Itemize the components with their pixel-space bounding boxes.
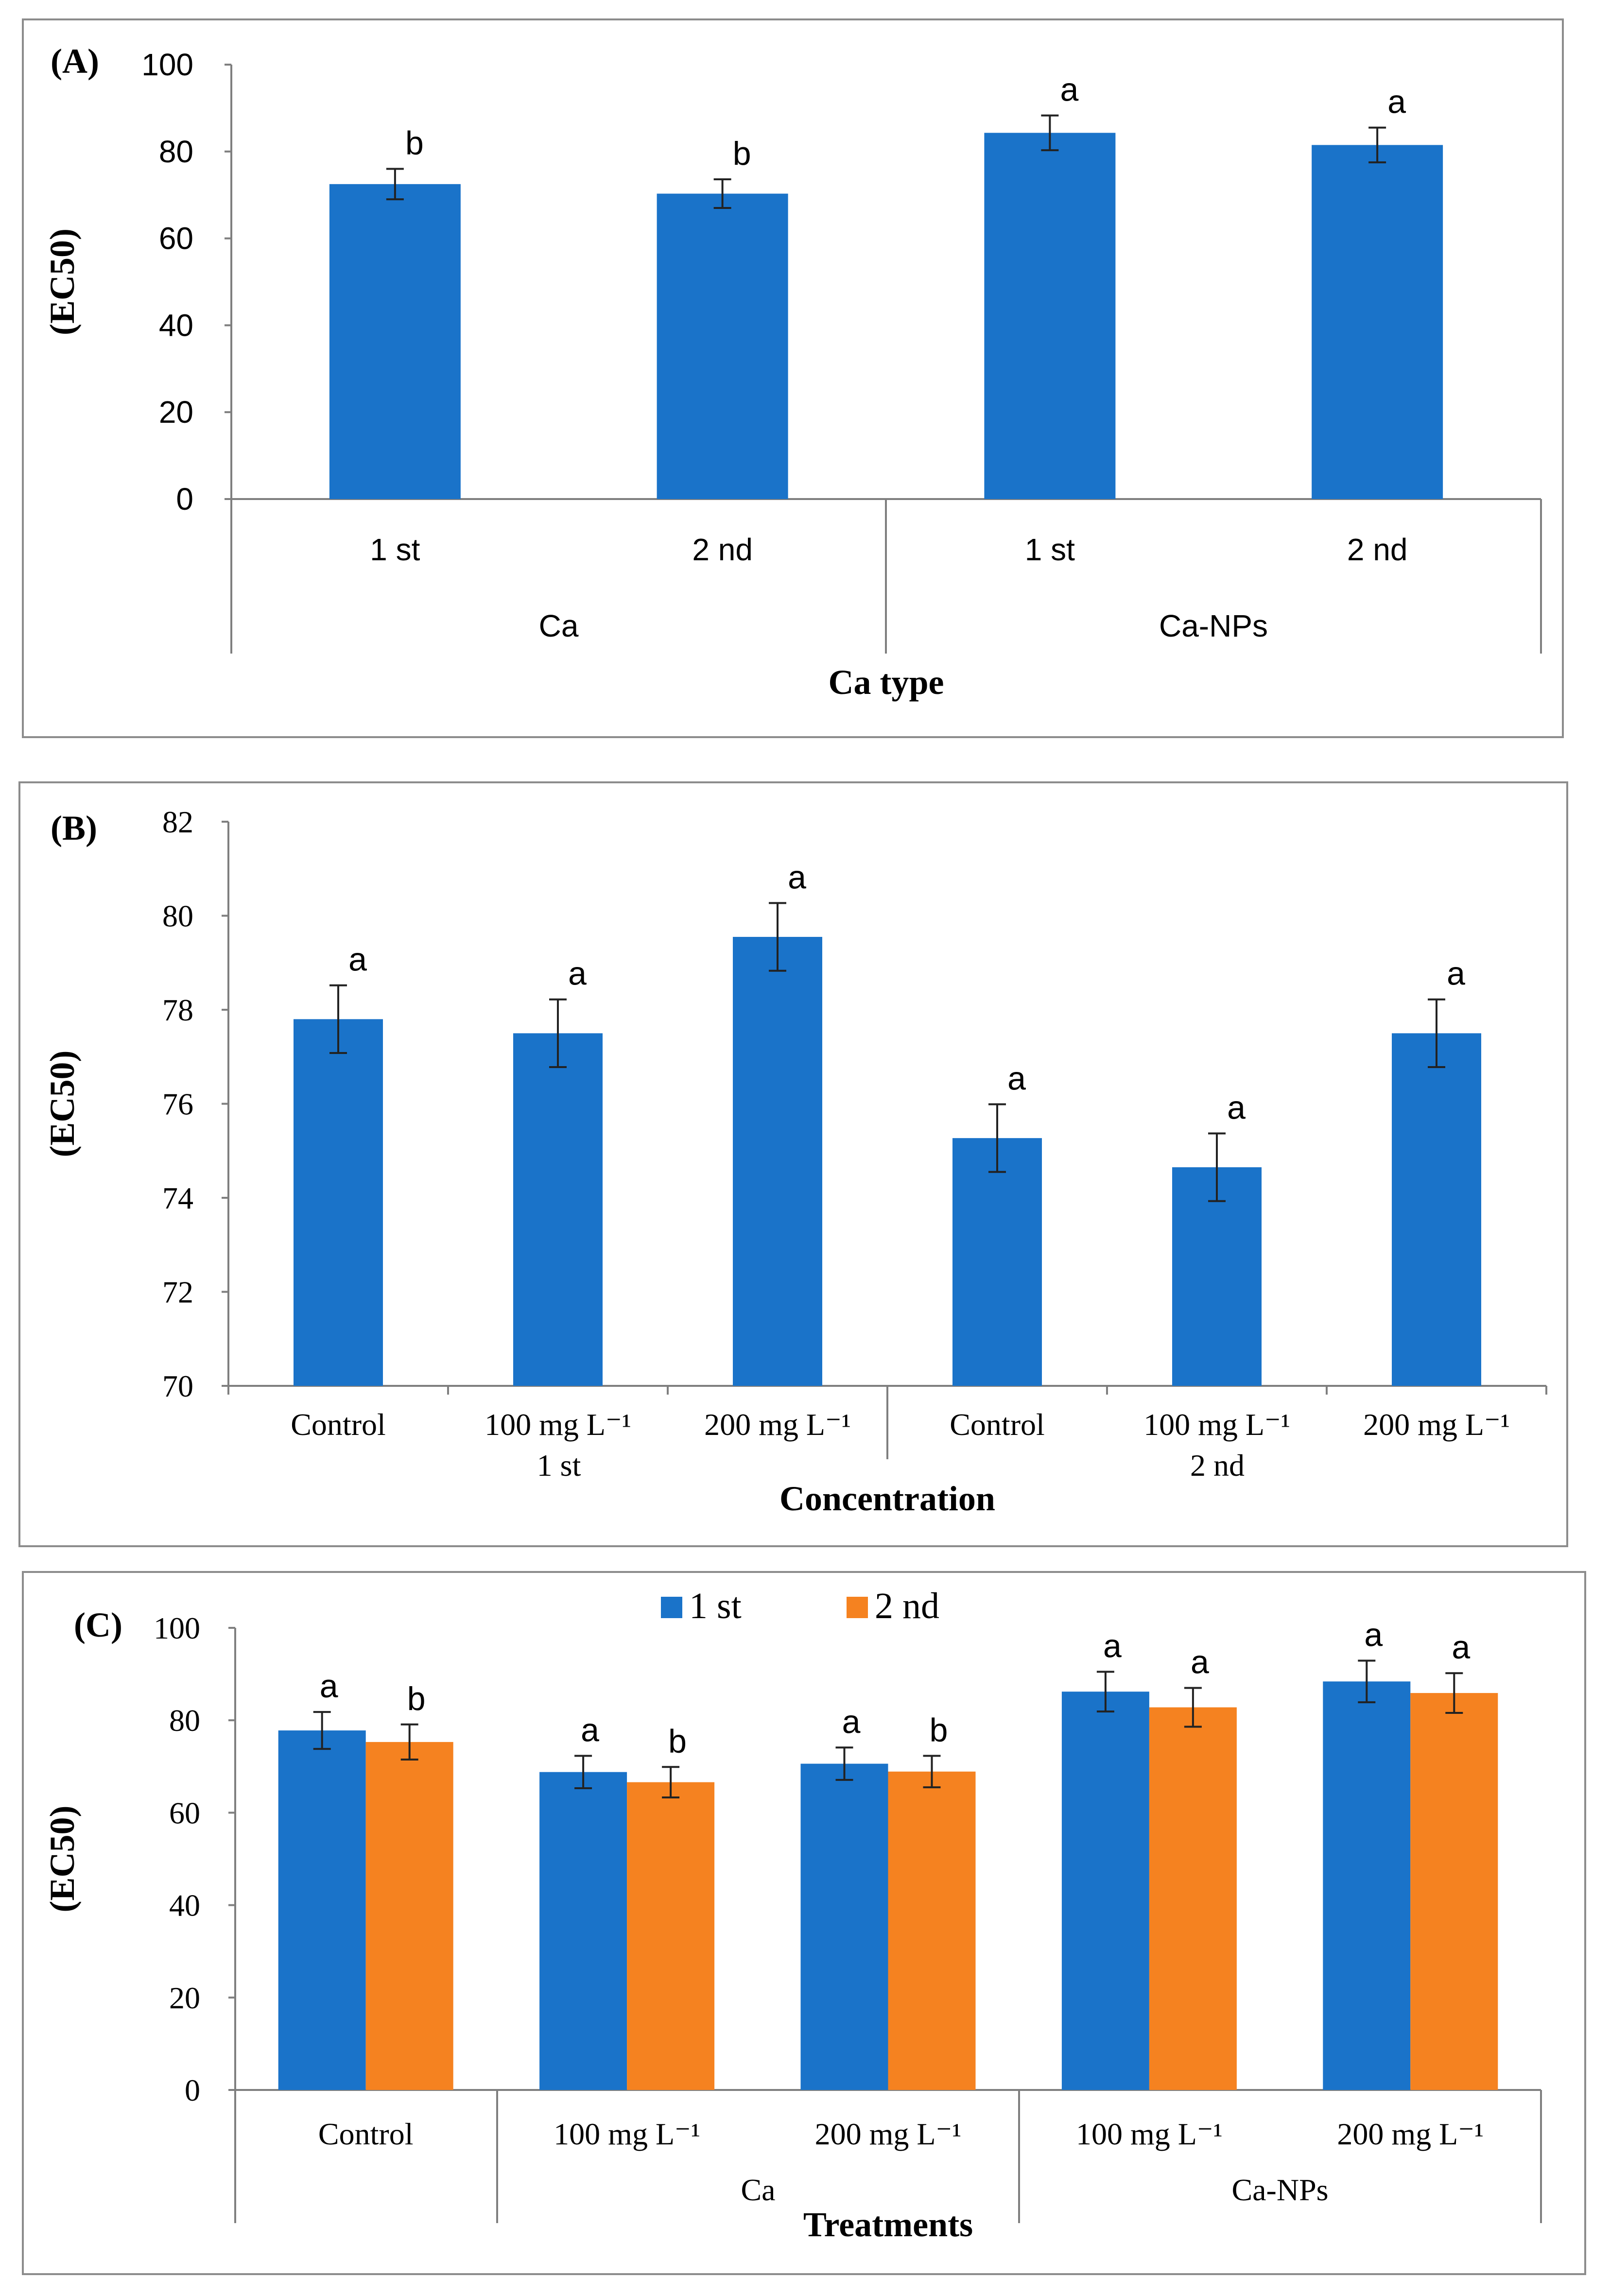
bar: [1323, 1681, 1411, 2090]
significance-letter: a: [348, 941, 367, 978]
x-tick-label: 200 mg L⁻¹: [1363, 1407, 1510, 1442]
group-label: 1 st: [537, 1448, 581, 1483]
bar: [627, 1782, 715, 2090]
bar: [984, 133, 1116, 499]
significance-letter: a: [1007, 1060, 1026, 1097]
y-tick-label: 0: [185, 2073, 200, 2107]
y-axis-label: (EC50): [43, 228, 82, 335]
significance-letter: a: [1227, 1089, 1246, 1126]
bar: [513, 1033, 603, 1386]
bar: [657, 193, 788, 499]
y-tick-label: 60: [159, 221, 193, 256]
y-tick-label: 0: [176, 482, 193, 517]
panel-label: (B): [51, 809, 97, 847]
panel-label: (C): [74, 1605, 122, 1644]
panel-frame: [22, 1571, 1586, 2275]
x-tick-label: 100 mg L⁻¹: [1076, 2117, 1223, 2151]
bar: [733, 937, 822, 1386]
x-tick-label: 1 st: [1025, 532, 1075, 567]
legend-label: 1 st: [689, 1586, 742, 1626]
bar: [800, 1763, 888, 2090]
y-tick-label: 20: [169, 1981, 200, 2015]
bar: [1312, 145, 1443, 499]
y-tick-label: 80: [159, 134, 193, 169]
y-tick-label: 72: [162, 1275, 193, 1310]
bar: [1410, 1693, 1498, 2090]
bar: [539, 1772, 627, 2090]
group-label: Ca-NPs: [1231, 2173, 1328, 2207]
panel-label: (A): [51, 42, 99, 81]
y-tick-label: 76: [162, 1087, 193, 1122]
significance-letter: a: [1191, 1644, 1209, 1681]
bar: [1392, 1033, 1481, 1386]
significance-letter: a: [842, 1703, 861, 1740]
x-tick-label: 2 nd: [692, 532, 753, 567]
y-tick-label: 100: [141, 47, 193, 82]
bar: [1172, 1167, 1262, 1386]
panel-frame: [22, 18, 1564, 738]
legend-swatch: [847, 1597, 868, 1618]
x-tick-label: Control: [291, 1407, 386, 1442]
significance-letter: b: [405, 125, 424, 162]
x-tick-label: 200 mg L⁻¹: [815, 2117, 962, 2151]
y-tick-label: 20: [159, 395, 193, 430]
y-axis-label: (EC50): [43, 1051, 82, 1157]
significance-letter: a: [1387, 84, 1406, 121]
y-tick-label: 80: [162, 899, 193, 933]
bar: [888, 1771, 976, 2090]
x-tick-label: 100 mg L⁻¹: [554, 2117, 700, 2151]
y-tick-label: 80: [169, 1703, 200, 1738]
significance-letter: a: [581, 1711, 599, 1748]
y-tick-label: 82: [162, 805, 193, 839]
panel-frame: [18, 781, 1568, 1547]
x-tick-label: 2 nd: [1347, 532, 1408, 567]
y-tick-label: 40: [169, 1888, 200, 1923]
significance-letter: a: [1452, 1629, 1470, 1666]
bar: [294, 1019, 383, 1386]
x-tick-label: Control: [318, 2117, 414, 2151]
y-axis-label: (EC50): [43, 1806, 82, 1913]
significance-letter: b: [407, 1680, 426, 1717]
x-axis-label: Treatments: [803, 2205, 973, 2244]
significance-letter: a: [788, 859, 806, 896]
x-tick-label: Control: [950, 1407, 1045, 1442]
significance-letter: b: [668, 1723, 687, 1760]
significance-letter: a: [1103, 1627, 1122, 1664]
significance-letter: b: [930, 1711, 948, 1748]
y-tick-label: 40: [159, 308, 193, 343]
legend-swatch: [661, 1597, 682, 1618]
significance-letter: a: [1364, 1617, 1383, 1654]
group-label: Ca-NPs: [1159, 608, 1268, 643]
y-tick-label: 78: [162, 993, 193, 1027]
x-tick-label: 100 mg L⁻¹: [1143, 1407, 1290, 1442]
x-tick-label: 1 st: [370, 532, 420, 567]
bar: [278, 1730, 366, 2090]
x-axis-label: Concentration: [779, 1479, 995, 1518]
y-tick-label: 70: [162, 1369, 193, 1403]
significance-letter: a: [1447, 955, 1465, 992]
x-tick-label: 200 mg L⁻¹: [704, 1407, 851, 1442]
x-axis-label: Ca type: [829, 663, 944, 702]
bar: [329, 184, 461, 500]
significance-letter: a: [1060, 71, 1078, 108]
group-label: Ca: [741, 2173, 775, 2207]
legend-label: 2 nd: [875, 1586, 939, 1626]
significance-letter: a: [320, 1668, 338, 1705]
bar: [1149, 1707, 1237, 2090]
y-tick-label: 60: [169, 1795, 200, 1830]
significance-letter: a: [568, 955, 587, 992]
bar: [952, 1138, 1042, 1386]
group-label: Ca: [539, 608, 579, 643]
bar: [365, 1742, 453, 2090]
group-label: 2 nd: [1190, 1448, 1245, 1483]
y-tick-label: 74: [162, 1181, 193, 1215]
x-tick-label: 100 mg L⁻¹: [485, 1407, 631, 1442]
y-tick-label: 100: [154, 1611, 200, 1645]
bar: [1061, 1692, 1149, 2090]
significance-letter: b: [733, 135, 751, 172]
x-tick-label: 200 mg L⁻¹: [1337, 2117, 1484, 2151]
